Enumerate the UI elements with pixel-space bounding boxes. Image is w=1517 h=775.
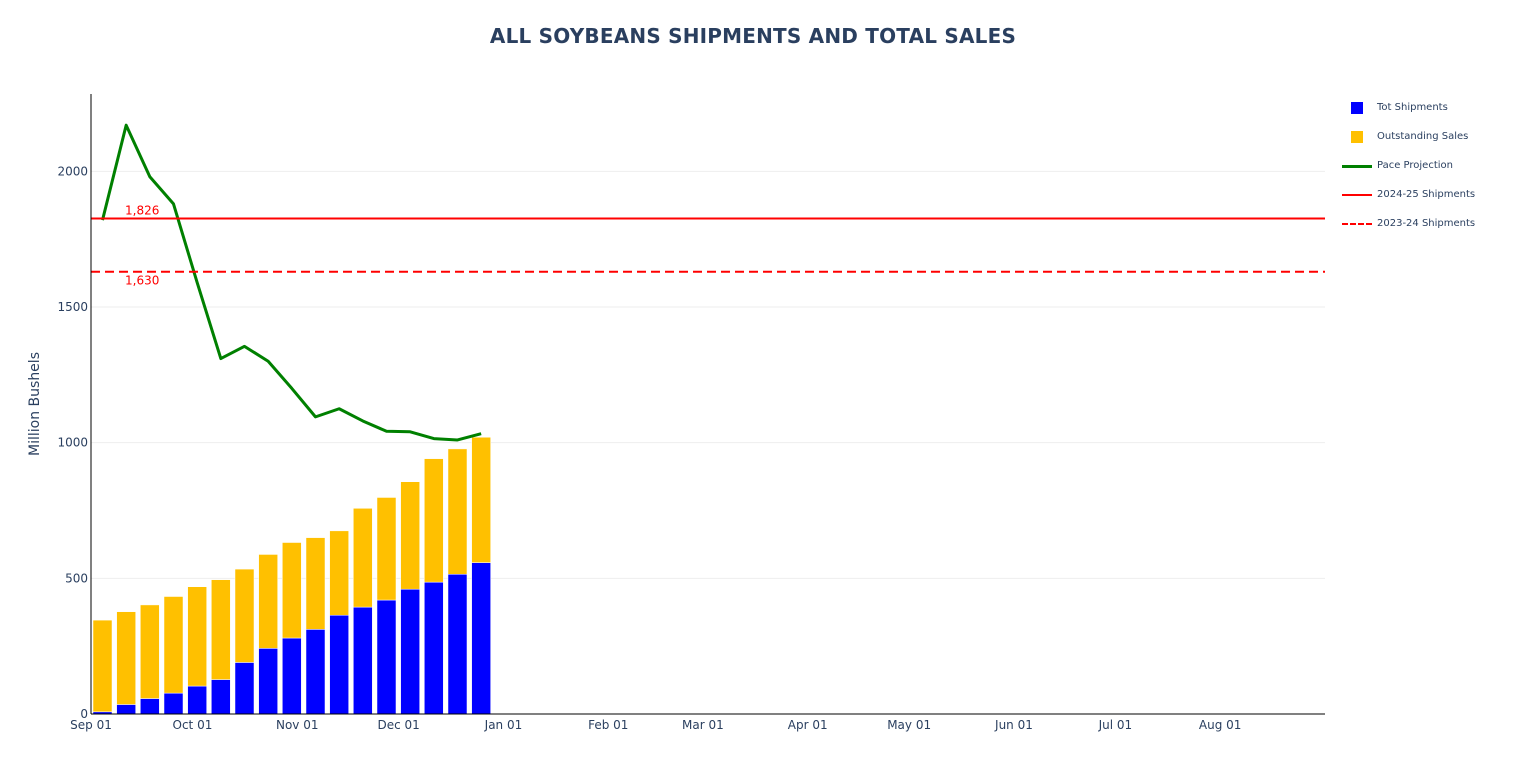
x-tick-label: Sep 01 bbox=[70, 718, 112, 732]
legend-mark bbox=[1342, 223, 1372, 225]
y-tick-label: 2000 bbox=[57, 164, 88, 178]
bar-outstanding-sales bbox=[163, 596, 184, 694]
bar-tot-shipments bbox=[353, 606, 373, 715]
bar-tot-shipments bbox=[282, 637, 302, 715]
bar-tot-shipments bbox=[234, 662, 255, 715]
bar-tot-shipments bbox=[187, 685, 207, 715]
x-tick-label: Apr 01 bbox=[788, 718, 828, 732]
legend-label: Outstanding Sales bbox=[1377, 131, 1469, 142]
legend-label: Pace Projection bbox=[1377, 160, 1453, 171]
legend-item[interactable]: 2024-25 Shipments bbox=[1340, 187, 1510, 216]
bar-outstanding-sales bbox=[211, 579, 231, 680]
bar-outstanding-sales bbox=[424, 458, 444, 583]
legend-mark bbox=[1351, 102, 1363, 114]
legend-label: 2024-25 Shipments bbox=[1377, 189, 1476, 200]
bar-outstanding-sales bbox=[471, 436, 491, 563]
x-tick-label: Mar 01 bbox=[682, 718, 724, 732]
y-tick-label: 0 bbox=[80, 707, 88, 721]
x-tick-label: Aug 01 bbox=[1199, 718, 1242, 732]
pace-projection-line bbox=[101, 123, 482, 442]
legend-mark bbox=[1351, 131, 1363, 143]
x-tick-label: Dec 01 bbox=[377, 718, 419, 732]
legend-item[interactable]: Tot Shipments bbox=[1340, 100, 1510, 129]
legend-swatch bbox=[1340, 217, 1372, 231]
bar-tot-shipments bbox=[329, 614, 349, 715]
bar-outstanding-sales bbox=[234, 568, 255, 663]
bar-outstanding-sales bbox=[140, 604, 160, 699]
bar-outstanding-sales bbox=[400, 481, 420, 590]
x-tick-label: Feb 01 bbox=[588, 718, 628, 732]
legend: Tot Shipments Outstanding Sales Pace Proje… bbox=[1340, 100, 1510, 245]
bar-outstanding-sales bbox=[353, 508, 373, 608]
shipments-2024-25-label: 1,826 bbox=[125, 204, 159, 218]
legend-swatch bbox=[1340, 159, 1372, 173]
bar-outstanding-sales bbox=[329, 530, 349, 616]
x-tick-label: Jan 01 bbox=[484, 718, 523, 732]
x-tick-label: Jun 01 bbox=[994, 718, 1033, 732]
legend-item[interactable]: 2023-24 Shipments bbox=[1340, 216, 1510, 245]
bar-tot-shipments bbox=[140, 698, 160, 715]
bar-tot-shipments bbox=[400, 588, 420, 715]
bar-outstanding-sales bbox=[447, 448, 468, 575]
bar-tot-shipments bbox=[447, 574, 468, 715]
bar-outstanding-sales bbox=[92, 619, 113, 713]
bar-outstanding-sales bbox=[305, 537, 326, 630]
gridlines bbox=[91, 170, 1325, 579]
axes: 0 500 1000 1500 2000 Sep 01 Oct 01 Nov 01 Dec 01… bbox=[57, 94, 1325, 732]
x-tick-label: May 01 bbox=[887, 718, 931, 732]
bar-tot-shipments bbox=[471, 562, 491, 715]
legend-mark bbox=[1342, 165, 1372, 168]
bars bbox=[92, 436, 491, 715]
x-tick-label: Nov 01 bbox=[276, 718, 319, 732]
legend-swatch bbox=[1340, 188, 1372, 202]
y-tick-label: 500 bbox=[65, 571, 88, 585]
bar-tot-shipments bbox=[211, 679, 231, 715]
y-axis-title: Million Bushels bbox=[27, 352, 43, 456]
bar-tot-shipments bbox=[305, 629, 326, 715]
legend-swatch bbox=[1340, 130, 1370, 144]
legend-label: 2023-24 Shipments bbox=[1377, 218, 1476, 229]
bar-outstanding-sales bbox=[376, 497, 397, 601]
y-tick-label: 1000 bbox=[57, 436, 88, 450]
legend-item[interactable]: Pace Projection bbox=[1340, 158, 1510, 187]
bar-outstanding-sales bbox=[258, 554, 278, 649]
bar-outstanding-sales bbox=[187, 586, 207, 687]
bar-tot-shipments bbox=[258, 648, 278, 715]
shipments-2023-24-label: 1,630 bbox=[125, 274, 159, 288]
bar-tot-shipments bbox=[163, 692, 184, 715]
legend-label: Tot Shipments bbox=[1377, 102, 1448, 113]
bar-tot-shipments bbox=[376, 599, 397, 715]
x-tick-label: Jul 01 bbox=[1098, 718, 1133, 732]
lines: 1,826 1,630 bbox=[91, 123, 1325, 442]
y-tick-label: 1500 bbox=[57, 300, 88, 314]
legend-swatch bbox=[1340, 101, 1370, 115]
legend-item[interactable]: Outstanding Sales bbox=[1340, 129, 1510, 158]
bar-outstanding-sales bbox=[116, 611, 136, 705]
legend-mark bbox=[1342, 194, 1372, 196]
bar-tot-shipments bbox=[116, 704, 136, 715]
bar-tot-shipments bbox=[424, 581, 444, 715]
x-tick-label: Oct 01 bbox=[173, 718, 213, 732]
bar-outstanding-sales bbox=[282, 542, 302, 639]
chart-title: ALL SOYBEANS SHIPMENTS AND TOTAL SALES bbox=[489, 24, 1017, 48]
